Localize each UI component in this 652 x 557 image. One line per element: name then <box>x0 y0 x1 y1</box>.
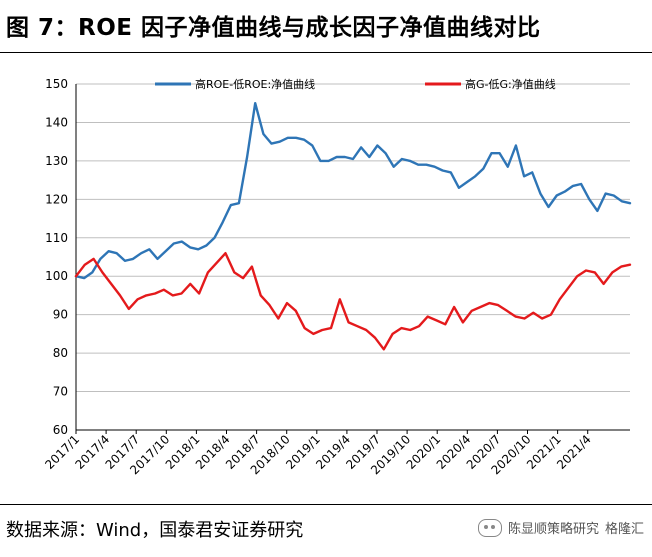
y-tick-label: 130 <box>45 154 68 168</box>
legend-label: 高ROE-低ROE:净值曲线 <box>195 77 315 91</box>
y-tick-label: 60 <box>53 423 68 437</box>
watermark-text: 陈显顺策略研究 <box>507 522 599 537</box>
roe-growth-net-value-chart: 607080901001101201301401502017/12017/420… <box>42 77 632 477</box>
figure-title: 图 7：ROE 因子净值曲线与成长因子净值曲线对比 <box>6 15 541 41</box>
series-line-roe <box>74 101 632 280</box>
watermark-text-2: 格隆汇 <box>604 522 644 537</box>
watermark: 陈显顺策略研究 格隆汇 <box>477 518 644 537</box>
y-tick-label: 110 <box>45 231 68 245</box>
data-source-note: 数据来源：Wind，国泰君安证券研究 <box>6 520 304 541</box>
y-tick-label: 100 <box>45 269 68 283</box>
title-divider <box>0 52 652 53</box>
y-tick-label: 80 <box>53 346 68 360</box>
y-tick-label: 70 <box>53 385 68 399</box>
y-tick-label: 120 <box>45 192 68 206</box>
y-tick-label: 150 <box>45 77 68 91</box>
series-line-growth <box>74 251 632 351</box>
source-divider <box>0 504 652 505</box>
x-tick-label: 2021/4 <box>554 432 594 472</box>
y-tick-label: 140 <box>45 115 68 129</box>
legend-label: 高G-低G:净值曲线 <box>465 77 556 91</box>
y-tick-label: 90 <box>53 308 68 322</box>
wechat-icon <box>477 518 502 537</box>
